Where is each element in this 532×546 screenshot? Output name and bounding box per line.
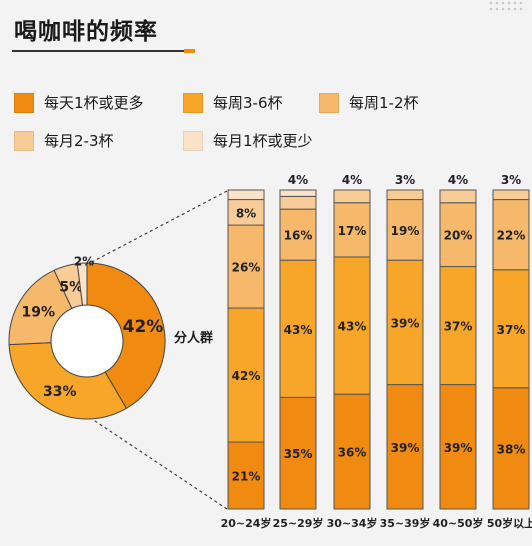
bar-segment-label: 39%: [391, 316, 420, 330]
bar-top-label: 3%: [501, 173, 521, 187]
donut-slice-label: 42%: [123, 317, 164, 337]
bar-segment: [333, 189, 371, 204]
legend-label: 每天1杯或更多: [44, 94, 144, 112]
title-accent-mark: [184, 49, 195, 53]
donut-slice: [8, 342, 128, 420]
bar-segment: [279, 208, 317, 261]
donut-slice-label: 33%: [43, 384, 77, 400]
donut-slice-label: 2%: [74, 254, 94, 268]
bar-segment: [492, 199, 530, 271]
stacked-bar-chart: 21% 42% 26% 8% 20~24岁 35% 43% 16% 4% 25~29岁 36% 43%…: [89, 173, 532, 530]
bar-segment-label: 39%: [391, 441, 420, 455]
bar-top-label: 3%: [395, 173, 415, 187]
legend-swatch: [319, 92, 339, 113]
bar-segment-label: 43%: [338, 320, 367, 334]
legend-item-monthly-2-3: 每月2-3杯: [14, 130, 114, 151]
connector-line-bottom: [91, 418, 228, 510]
bar-segment-label: 35%: [284, 447, 313, 461]
bar-top-label: 4%: [448, 173, 468, 187]
bar-segment-label: 20%: [444, 229, 473, 243]
corner-dots-decoration: [489, 1, 523, 11]
bar-top-label: 4%: [342, 173, 362, 187]
bar-segment-label: 19%: [391, 224, 420, 238]
donut-slice-label: 5%: [59, 279, 83, 295]
group-label: 分人群: [174, 330, 213, 346]
donut-slice: [76, 262, 88, 306]
bar-segment-label: 37%: [444, 320, 473, 334]
bar-segment-label: 8%: [236, 206, 256, 220]
legend-swatch: [183, 92, 203, 113]
bar-segment: [333, 256, 371, 395]
legend-label: 每月1杯或更少: [213, 132, 313, 150]
bar-category-label: 50岁以上: [487, 516, 532, 530]
bar-segment: [439, 384, 477, 510]
bar-category-label: 25~29岁: [273, 516, 324, 530]
bar-segment: [439, 189, 477, 204]
bar-segment-label: 16%: [284, 229, 313, 243]
bar-segment: [333, 202, 371, 258]
legend-label: 每周3-6杯: [213, 94, 283, 112]
donut-chart: 42% 33% 19%5% 2%: [8, 254, 166, 420]
legend-swatch: [14, 130, 34, 151]
bar-segment-label: 21%: [232, 470, 261, 484]
legend-item-weekly-1-2: 每周1-2杯: [319, 92, 419, 113]
bar-segment: [279, 396, 317, 510]
legend-swatch: [14, 92, 34, 113]
bar-segment: [492, 189, 530, 201]
bar-segment-label: 22%: [497, 229, 526, 243]
bar-top-label: 4%: [288, 173, 308, 187]
bar-category-label: 20~24岁: [221, 516, 272, 530]
connector-line-top: [89, 190, 228, 264]
legend-label: 每月2-3杯: [44, 132, 114, 150]
bar-category-label: 35~39岁: [380, 516, 431, 530]
bar-segment: [386, 189, 424, 201]
page-title: 喝咖啡的频率: [14, 19, 158, 45]
bar-segment: [279, 195, 317, 210]
bar-segment: [227, 189, 265, 201]
bar-category-label: 30~34岁: [327, 516, 378, 530]
donut-slice-label: 19%: [21, 305, 55, 321]
legend-item-daily: 每天1杯或更多: [14, 92, 144, 113]
bar-segment-label: 39%: [444, 441, 473, 455]
bar-segment-label: 26%: [232, 261, 261, 275]
bar-segment: [279, 189, 317, 197]
donut-slice: [86, 262, 166, 410]
bar-segment-label: 36%: [338, 446, 367, 460]
bar-segment-label: 37%: [497, 323, 526, 337]
bar-segment: [333, 393, 371, 510]
legend-label: 每周1-2杯: [349, 94, 419, 112]
title-underline: [12, 50, 184, 52]
bar-category-label: 40~50岁: [433, 516, 484, 530]
donut-hole: [52, 306, 122, 376]
legend-swatch: [183, 130, 203, 151]
bar-segment-label: 43%: [284, 323, 313, 337]
bar-segment: [227, 199, 265, 226]
legend-item-weekly-3-6: 每周3-6杯: [183, 92, 283, 113]
legend-item-monthly-1-or-less: 每月1杯或更少: [183, 130, 313, 151]
bar-segment-label: 38%: [497, 442, 526, 456]
bar-segment: [227, 307, 265, 443]
bar-segment-label: 42%: [232, 369, 261, 383]
bar-segment-label: 17%: [338, 224, 367, 238]
bar-segment: [439, 266, 477, 386]
